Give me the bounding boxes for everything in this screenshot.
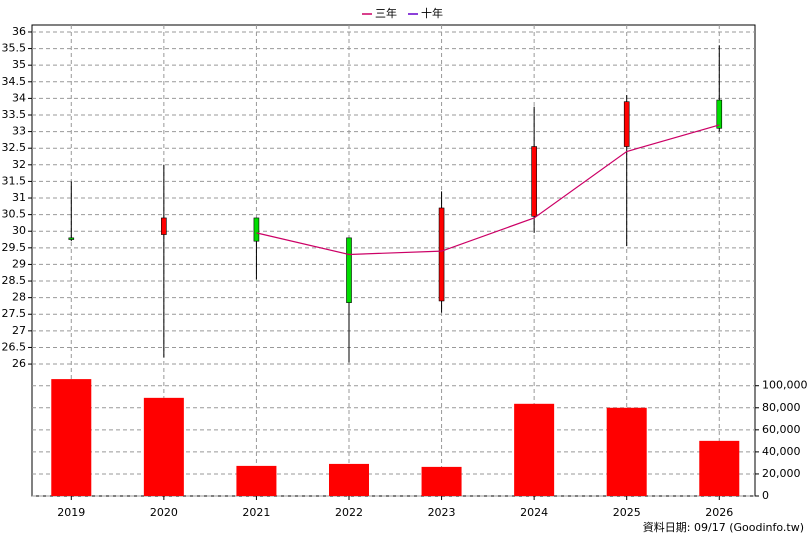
volume-bar xyxy=(606,407,647,496)
volume-bar xyxy=(51,379,92,496)
y-tick-label: 35.5 xyxy=(2,42,27,55)
y2-tick-label: 0 xyxy=(762,489,769,502)
y2-tick-label: 80,000 xyxy=(762,401,801,414)
candle-body xyxy=(253,217,260,242)
y-tick-label: 36 xyxy=(12,25,26,38)
volume-bar xyxy=(236,465,277,496)
y-tick-label: 35 xyxy=(12,58,26,71)
y2-tick-label: 100,000 xyxy=(762,379,808,392)
y-tick-label: 34.5 xyxy=(2,75,27,88)
x-tick-label: 2019 xyxy=(57,506,85,519)
line-series xyxy=(256,124,720,256)
y-tick-label: 27 xyxy=(12,324,26,337)
y-tick-label: 31.5 xyxy=(2,174,27,187)
legend-label: 十年 xyxy=(421,6,443,20)
y-tick-label: 30 xyxy=(12,224,26,237)
y-tick-label: 28 xyxy=(12,291,26,304)
y2-tick-label: 20,000 xyxy=(762,467,801,480)
legend-label: 三年 xyxy=(375,6,397,20)
y-tick-label: 34 xyxy=(12,91,26,104)
y-tick-label: 31 xyxy=(12,191,26,204)
y-tick-label: 27.5 xyxy=(2,307,27,320)
footnote: 資料日期: 09/17 (Goodinfo.tw) xyxy=(643,520,804,534)
candle-body xyxy=(623,101,630,147)
y-tick-label: 28.5 xyxy=(2,274,27,287)
candle-body xyxy=(161,217,167,235)
y-tick-label: 32 xyxy=(12,158,26,171)
volume-bar xyxy=(421,466,462,496)
volume-bar xyxy=(699,440,740,496)
candle-body xyxy=(68,237,75,240)
x-tick-label: 2022 xyxy=(335,506,363,519)
x-tick-label: 2025 xyxy=(613,506,641,519)
volume-bar xyxy=(514,403,555,496)
x-tick-label: 2026 xyxy=(705,506,733,519)
volume-bar xyxy=(143,397,184,496)
y2-tick-label: 60,000 xyxy=(762,423,801,436)
y-tick-label: 29 xyxy=(12,257,26,270)
candle-body xyxy=(716,99,723,129)
x-tick-label: 2023 xyxy=(428,506,456,519)
y-tick-label: 33 xyxy=(12,125,26,138)
x-tick-label: 2021 xyxy=(242,506,270,519)
candle-body xyxy=(531,146,537,217)
candle-body xyxy=(346,237,352,303)
volume-bar xyxy=(328,463,369,496)
y-tick-label: 30.5 xyxy=(2,208,27,221)
x-tick-label: 2024 xyxy=(520,506,548,519)
candle-body xyxy=(438,207,445,302)
y-tick-label: 26 xyxy=(12,357,26,370)
y-tick-label: 32.5 xyxy=(2,141,27,154)
y2-tick-label: 40,000 xyxy=(762,445,801,458)
y-tick-label: 29.5 xyxy=(2,241,27,254)
y-tick-label: 26.5 xyxy=(2,340,27,353)
x-tick-label: 2020 xyxy=(150,506,178,519)
y-tick-label: 33.5 xyxy=(2,108,27,121)
